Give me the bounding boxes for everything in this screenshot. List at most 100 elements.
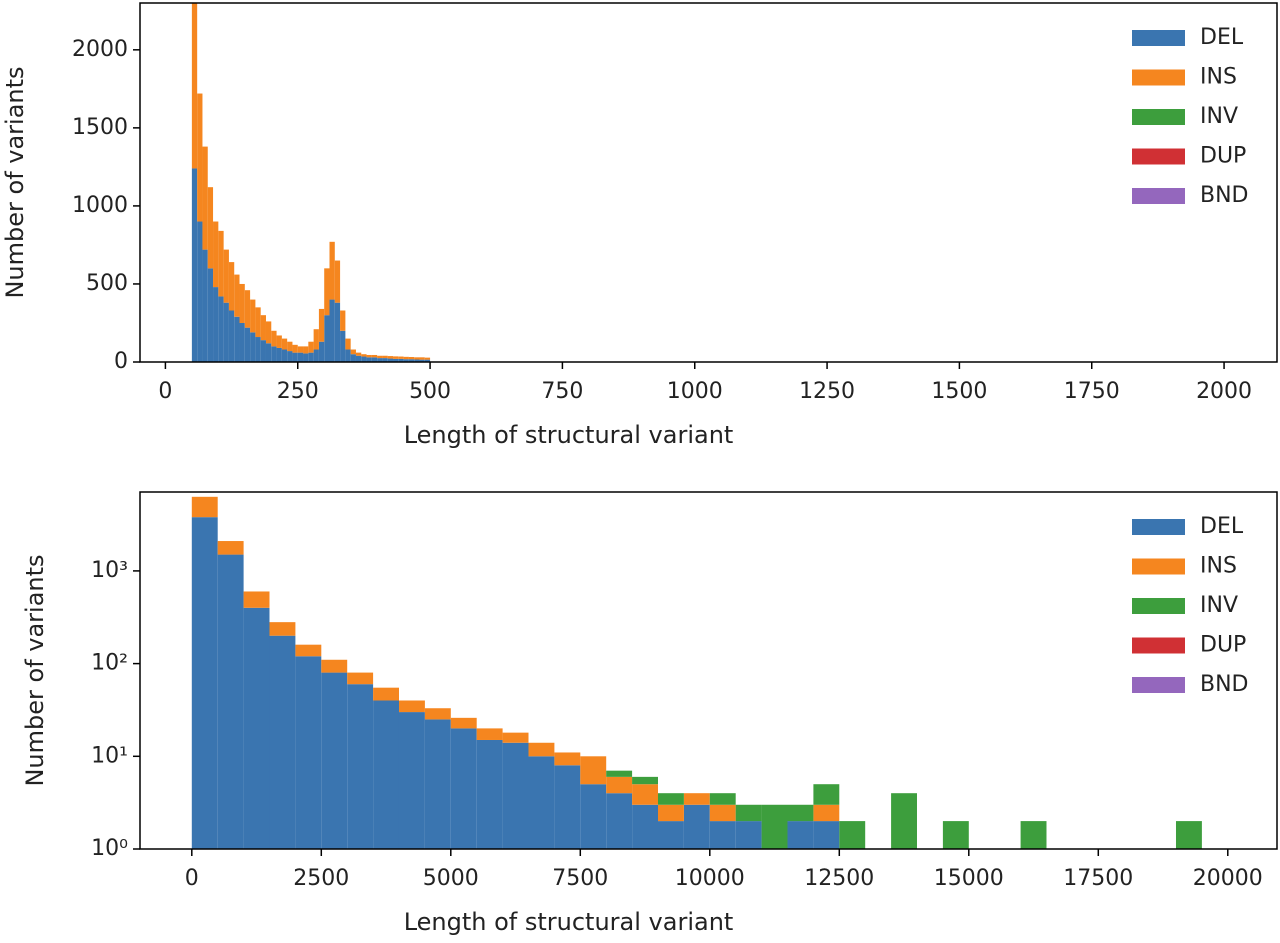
bar-segment xyxy=(269,622,296,636)
bar-segment xyxy=(228,262,235,311)
bar-segment xyxy=(223,302,229,362)
bar-segment xyxy=(287,351,293,362)
bar-segment xyxy=(292,344,298,353)
legend-swatch xyxy=(1132,69,1185,86)
bar-segment xyxy=(408,357,415,360)
legend-label: INV xyxy=(1200,104,1238,129)
bar-segment xyxy=(329,241,335,300)
bar-segment xyxy=(191,3,198,169)
bar-segment xyxy=(683,804,710,849)
y-axis-label: Number of variants xyxy=(1,66,29,298)
bar-segment xyxy=(213,287,219,362)
x-tick-label: 10000 xyxy=(675,866,745,891)
bar-segment xyxy=(419,359,425,362)
bar-segment xyxy=(228,310,235,362)
x-tick-label: 2000 xyxy=(1196,379,1252,404)
legend-label: BND xyxy=(1200,672,1249,697)
bar-segment xyxy=(340,310,346,331)
bar-segment xyxy=(260,315,266,341)
bar-segment xyxy=(250,332,256,362)
bar-segment xyxy=(334,260,341,303)
bar-segment xyxy=(276,347,282,362)
bar-segment xyxy=(393,358,399,362)
x-tick-label: 1750 xyxy=(1064,379,1120,404)
bar-segment xyxy=(281,349,288,362)
bar-segment xyxy=(243,591,270,608)
bar-segment xyxy=(424,708,451,720)
bar-segment xyxy=(606,793,633,849)
bar-segment xyxy=(321,659,348,673)
bar-segment xyxy=(709,793,736,805)
bar-segment xyxy=(709,821,736,849)
y-axis-label: Number of variants xyxy=(21,554,49,786)
bar-segment xyxy=(398,356,404,359)
bar-segment xyxy=(350,349,356,355)
bar-segment xyxy=(813,821,840,849)
bar-segment xyxy=(243,607,270,849)
y-tick-label: 0 xyxy=(114,349,128,374)
bar-segment xyxy=(787,804,814,822)
bar-segment xyxy=(528,742,555,757)
x-tick-label: 17500 xyxy=(1063,866,1133,891)
bar-segment xyxy=(1020,821,1047,849)
bar-segment xyxy=(382,358,388,362)
bar-segment xyxy=(271,330,277,347)
bar-segment xyxy=(398,700,425,713)
bar-segment xyxy=(424,359,431,362)
legend-label: INS xyxy=(1200,554,1237,579)
bar-segment xyxy=(735,804,762,822)
bar-segment xyxy=(632,776,658,785)
axes-frame xyxy=(139,2,1278,363)
bar-segment xyxy=(414,357,420,360)
bar-segment xyxy=(318,341,325,362)
axes-frame xyxy=(139,491,1278,850)
bar-segment xyxy=(313,349,319,362)
bar-segment xyxy=(606,776,633,794)
bar-segment xyxy=(632,804,658,849)
bar-segment xyxy=(218,296,224,362)
bar-segment xyxy=(324,315,330,362)
bar-segment xyxy=(450,717,477,729)
bar-segment xyxy=(419,357,425,360)
x-tick-label: 500 xyxy=(409,379,451,404)
bar-segment xyxy=(239,283,245,323)
x-tick-label: 20000 xyxy=(1193,866,1263,891)
x-tick-label: 15000 xyxy=(934,866,1004,891)
bar-segment xyxy=(580,784,607,849)
bar-segment xyxy=(265,321,272,344)
bar-segment xyxy=(398,358,404,362)
bar-segment xyxy=(382,355,388,359)
bar-segment xyxy=(265,343,272,362)
bar-segment xyxy=(250,299,256,333)
x-tick-label: 1250 xyxy=(799,379,855,404)
bar-segment xyxy=(361,356,367,362)
bar-segment xyxy=(403,359,409,362)
bar-segment xyxy=(606,770,633,777)
bar-segment xyxy=(207,268,214,362)
bar-segment xyxy=(554,752,581,766)
bar-segment xyxy=(361,354,367,357)
legend-swatch xyxy=(1132,558,1185,575)
x-tick-label: 1000 xyxy=(667,379,723,404)
bar-segment xyxy=(297,346,304,353)
bar-segment xyxy=(657,804,684,822)
bar-segment xyxy=(813,804,840,822)
bar-segment xyxy=(213,221,219,288)
bar-segment xyxy=(424,357,431,360)
y-tick-label: 10¹ xyxy=(91,743,128,768)
y-tick-label: 10⁰ xyxy=(91,836,128,861)
bar-segment xyxy=(321,672,348,849)
bar-segment xyxy=(942,821,969,849)
bar-segment xyxy=(528,756,555,849)
bar-segment xyxy=(371,354,378,358)
x-axis-label: Length of structural variant xyxy=(404,908,734,936)
bar-segment xyxy=(308,352,314,362)
bar-segment xyxy=(202,249,208,362)
legend-swatch xyxy=(1132,677,1185,693)
x-tick-label: 12500 xyxy=(804,866,874,891)
bar-segment xyxy=(403,356,409,360)
legend-swatch xyxy=(1132,637,1185,654)
bar-segment xyxy=(269,635,296,849)
bar-segment xyxy=(657,821,684,849)
bar-segment xyxy=(239,322,245,362)
